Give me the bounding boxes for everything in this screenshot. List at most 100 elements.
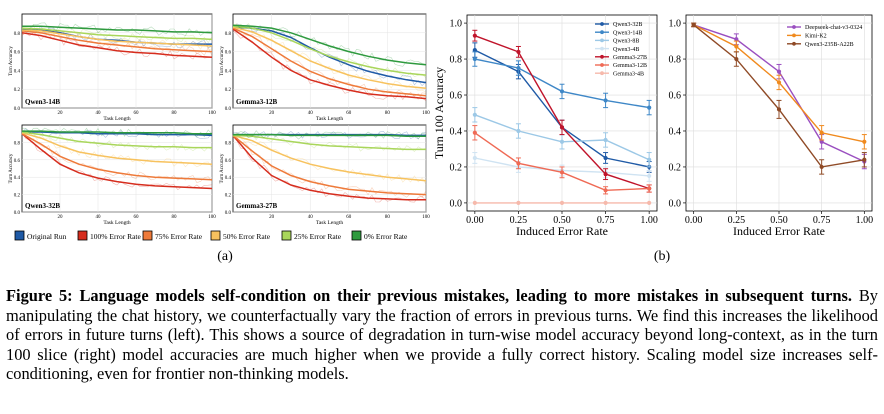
y-tick-label: 0.0	[225, 107, 232, 112]
series-noise-line	[21, 27, 213, 56]
legend-label: Qwen3-235B-A22B	[805, 42, 854, 48]
y-tick-label: 0.2	[225, 88, 232, 93]
data-point	[559, 170, 565, 175]
y-tick-label: 0.4	[225, 69, 232, 74]
series-line	[22, 25, 213, 34]
legend-label: 50% Error Rate	[223, 232, 271, 241]
series-noise-line	[21, 32, 213, 60]
panel-b-left: 0.0 0.2 0.4 0.6 0.8 1.0 0.00 0.25 0.50 0.75 1.00 In…	[432, 14, 658, 238]
series-line	[232, 26, 427, 84]
y-tick-label: 0.8	[225, 32, 232, 37]
caption-label: Figure 5:	[6, 286, 73, 305]
data-point	[559, 139, 565, 144]
data-point	[559, 125, 565, 130]
x-tick-label: 0.75	[813, 215, 831, 226]
caption-lead: Language models self-condition on their …	[79, 286, 853, 305]
series-line	[22, 130, 212, 135]
x-axis-label: Task Length	[316, 116, 344, 122]
y-tick-label: 0.0	[669, 198, 682, 209]
legend-swatch	[14, 230, 25, 241]
series	[472, 107, 652, 168]
legend-item: 25% Error Rate	[281, 230, 342, 241]
panel-title: Qwen3-32B	[25, 202, 60, 210]
legend-label: 0% Error Rate	[364, 232, 408, 241]
figure-5: 0.0 0.2 0.4 0.6 0.8 20 40 60 80 100 Task Length Tur…	[9, 13, 873, 264]
series-noise-line	[21, 132, 213, 191]
panel-qwen3-14b: 0.0 0.2 0.4 0.6 0.8 20 40 60 80 100 Task Length Tur…	[9, 13, 216, 122]
series-line	[22, 131, 213, 137]
series-line	[21, 132, 213, 165]
legend-swatch	[281, 230, 292, 241]
legend-marker	[600, 63, 604, 67]
x-tick-label: 100	[208, 111, 216, 116]
y-axis-label: Turn Accuracy	[9, 153, 14, 183]
legend-a: Original Run 100% Error Rate 75% Error Rat…	[14, 230, 408, 241]
data-point	[516, 161, 521, 166]
y-tick-label: 0.8	[14, 141, 21, 146]
x-tick-label: 0.50	[770, 215, 788, 226]
series-line	[232, 134, 426, 201]
data-point	[516, 200, 521, 206]
legend-swatch	[351, 230, 362, 241]
series-line	[232, 24, 427, 66]
data-point	[472, 200, 477, 206]
x-axis-label: Induced Error Rate	[733, 224, 825, 238]
legend-label: Qwen3-8B	[613, 39, 639, 45]
legend-label: Gemma3-4B	[613, 71, 644, 77]
x-tick-label: 80	[172, 215, 178, 220]
data-point	[472, 47, 477, 53]
series-line	[21, 133, 213, 190]
legend-label: 75% Error Rate	[155, 232, 203, 241]
x-tick-label: 1.00	[640, 215, 658, 226]
series	[472, 125, 652, 195]
series-line	[232, 134, 427, 196]
legend-item: 75% Error Rate	[142, 230, 203, 241]
y-tick-label: 0.6	[14, 159, 21, 164]
data-point	[472, 112, 477, 117]
data-point	[472, 56, 477, 62]
series-noise-line	[21, 24, 213, 44]
x-axis-label: Task Length	[103, 116, 131, 122]
x-tick-label: 0.75	[597, 215, 615, 226]
y-tick-label: 0.4	[225, 176, 232, 181]
data-point	[776, 80, 782, 85]
series-line	[21, 133, 213, 181]
y-tick-label: 0.4	[14, 176, 21, 181]
subfigure-b: 0.0 0.2 0.4 0.6 0.8 1.0 0.00 0.25 0.50 0.75 1.00 In…	[432, 14, 873, 238]
y-tick-label: 0.4	[14, 69, 21, 74]
x-tick-label: 60	[134, 215, 140, 220]
legend-label: 100% Error Rate	[90, 232, 141, 241]
data-point	[647, 157, 652, 162]
legend-marker	[600, 46, 604, 51]
y-tick-label: 0.4	[450, 126, 463, 137]
x-tick-label: 40	[308, 111, 314, 116]
series-line	[232, 28, 427, 100]
x-tick-label: 20	[269, 215, 275, 220]
y-tick-label: 0.0	[14, 211, 21, 216]
legend-marker	[600, 38, 604, 43]
series	[472, 200, 652, 206]
legend: Qwen3-32B Qwen3-14B Qwen3-8B Qwen3-4B Gemma3…	[595, 22, 647, 77]
y-tick-label: 0.6	[450, 91, 463, 102]
data-point	[647, 173, 652, 179]
data-point	[559, 200, 565, 206]
legend-item: Original Run	[14, 230, 67, 241]
series-line	[21, 30, 213, 53]
x-tick-label: 20	[58, 215, 64, 220]
series-line	[21, 29, 213, 47]
series-line	[21, 32, 213, 58]
legend-swatch	[210, 230, 221, 241]
data-point	[776, 107, 782, 112]
x-tick-label: 40	[96, 215, 102, 220]
x-tick-label: 0.00	[685, 215, 703, 226]
x-tick-label: 40	[96, 111, 102, 116]
x-tick-label: 60	[134, 111, 140, 116]
x-tick-label: 40	[308, 215, 314, 220]
subfig-b-label: (b)	[654, 249, 671, 264]
x-tick-label: 100	[422, 111, 430, 116]
y-tick-label: 0.6	[14, 51, 21, 56]
x-tick-label: 80	[385, 111, 391, 116]
y-tick-label: 0.2	[225, 194, 232, 199]
y-tick-label: 0.8	[225, 141, 232, 146]
data-point	[472, 33, 477, 38]
